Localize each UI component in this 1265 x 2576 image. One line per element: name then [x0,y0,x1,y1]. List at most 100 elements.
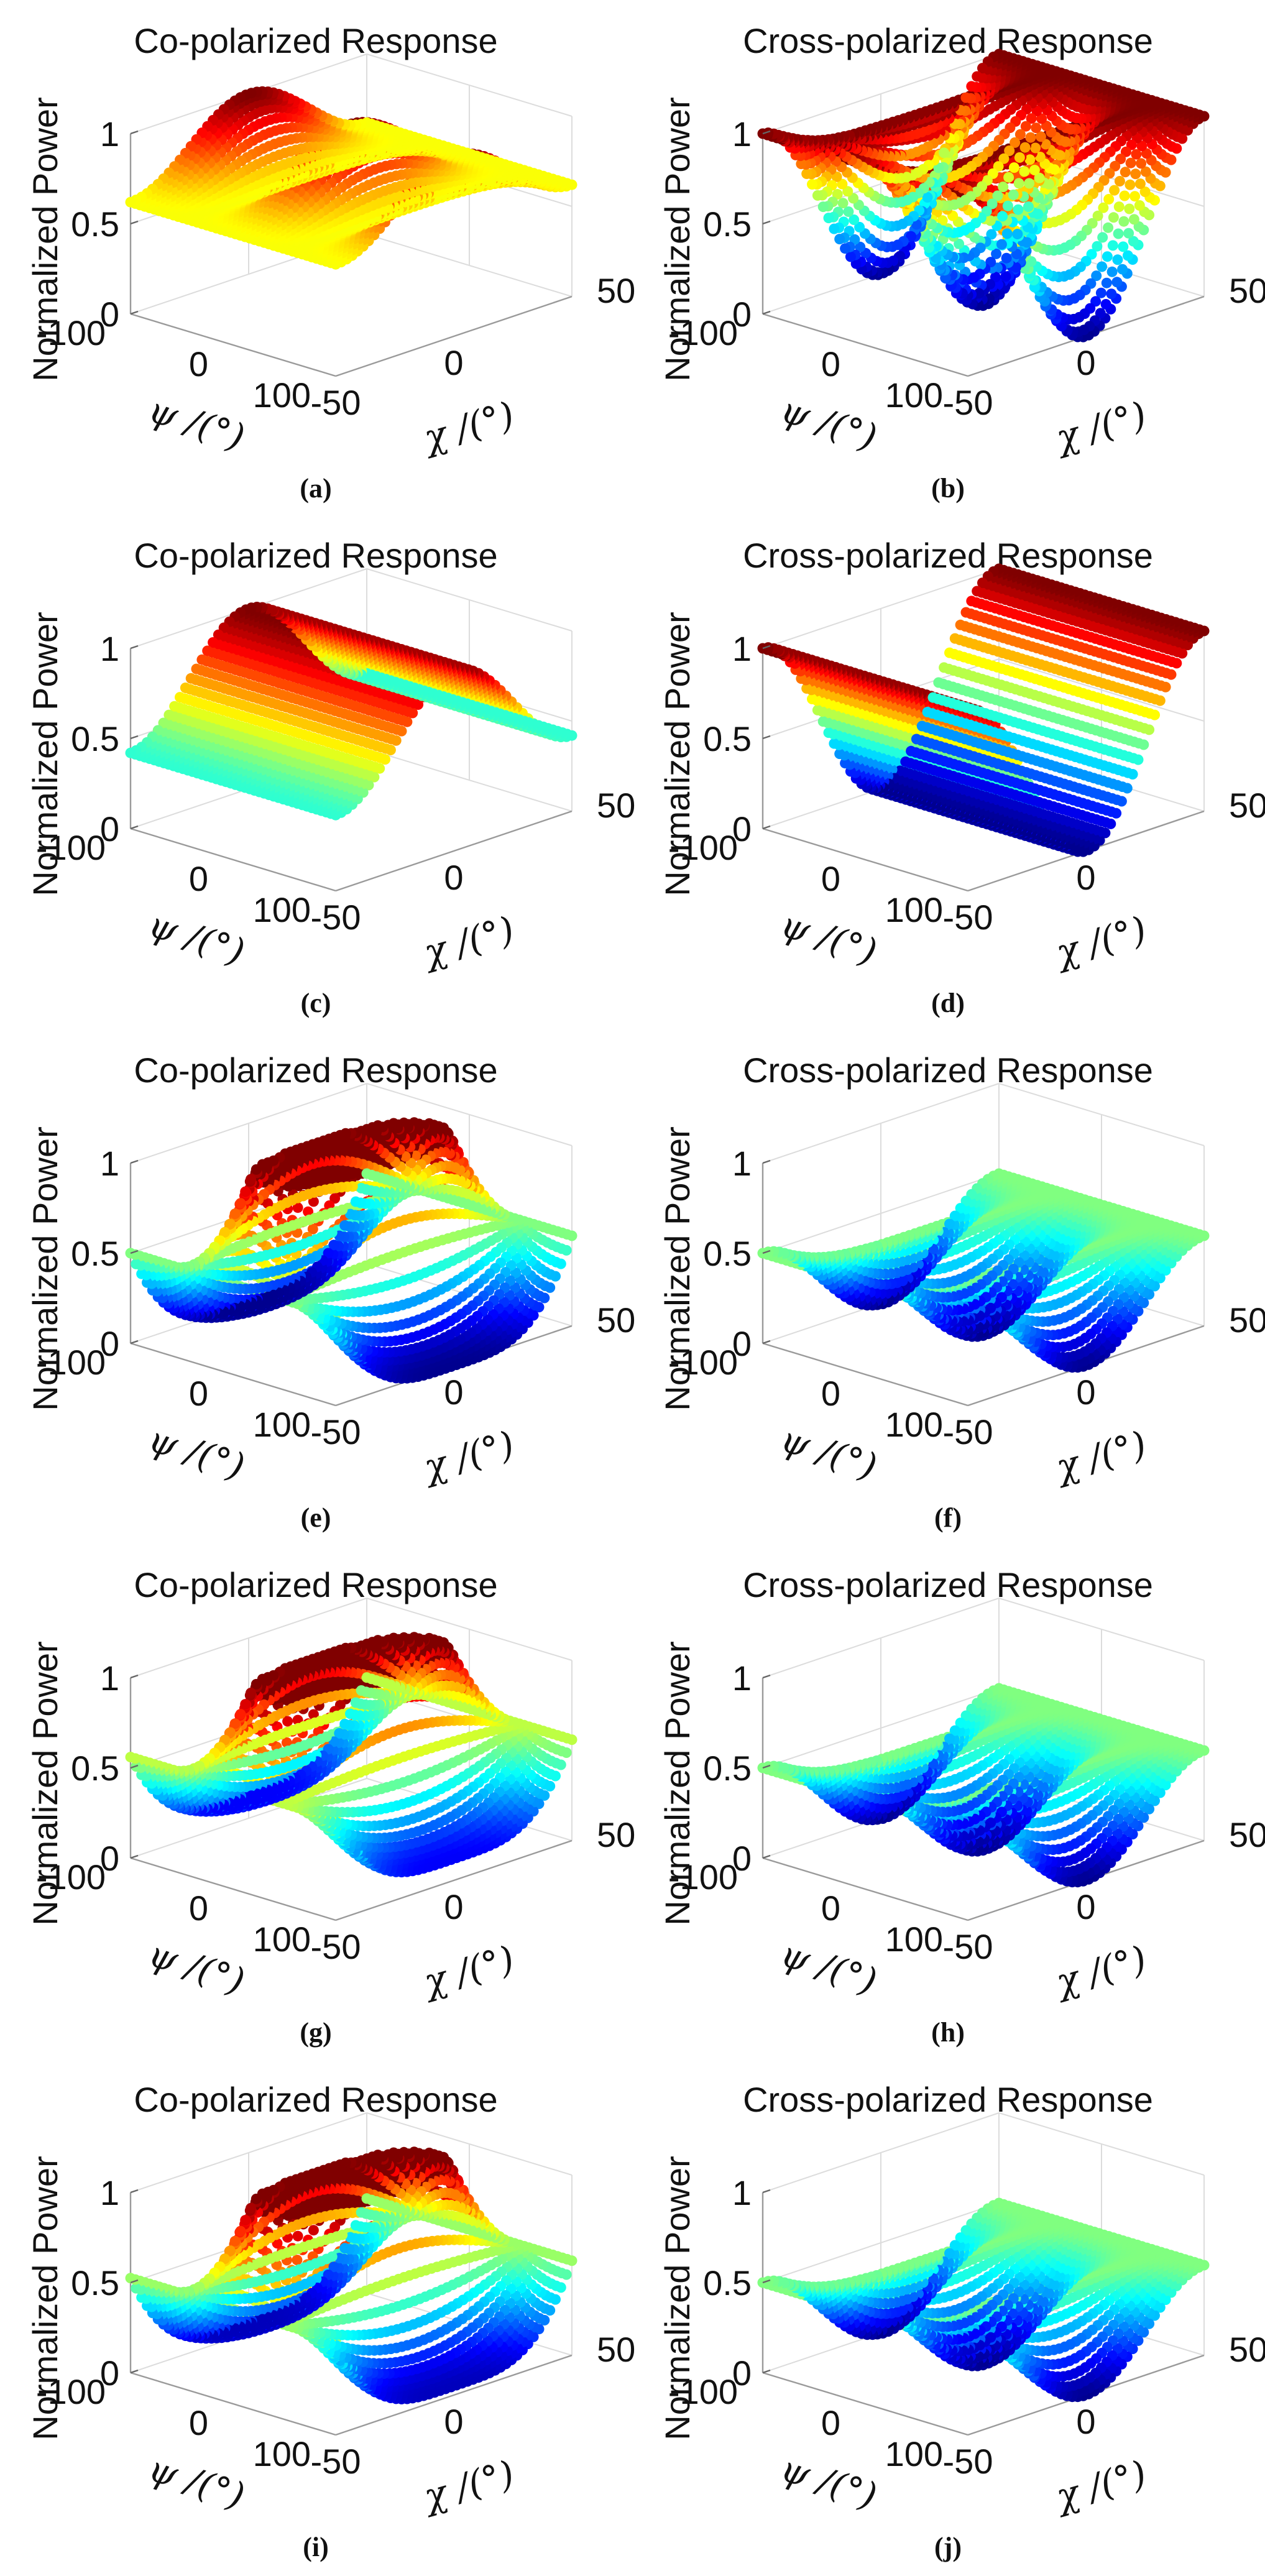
chi-tick-label: 50 [1229,271,1265,310]
surface-point [972,71,983,82]
psi-tick-label: 100 [253,375,311,415]
z-tick-label: 1 [732,114,752,154]
surface-point [1014,129,1026,140]
z-axis-label: Normalized Power [658,97,697,382]
surface-point [987,198,998,209]
z-tick-label: 1 [100,114,119,154]
chi-axis [335,810,573,892]
psi-tick-label: 0 [189,344,208,384]
surface-point [1008,189,1019,200]
surface-point [996,239,1007,250]
surface-point [842,186,853,197]
surface-point [960,92,972,103]
surface-point [837,198,849,209]
surface-point [1125,157,1136,168]
surface-point [922,192,933,203]
surface-point [998,182,1009,193]
chart-title: Cross-polarized Response [743,21,1153,60]
surface-point [1125,179,1136,190]
surface-point [1110,160,1121,172]
psi-axis-label: ψ /(°) [144,388,250,458]
surface [757,48,1210,343]
z-tick-label: 0 [100,295,119,334]
surface-point [1107,240,1118,251]
surface-point [840,243,851,254]
psi-tick-label: 100 [885,375,943,415]
surface-point [1100,299,1111,310]
surface-point [993,161,1004,172]
surface-point [937,215,948,226]
surface-point [939,147,950,159]
psi-tick-label: -100 [668,313,738,352]
surface-point [1117,264,1128,275]
surface-point [1030,142,1041,154]
surface-point [1036,113,1047,124]
surface-point [1023,201,1034,212]
surface-point [990,272,1001,283]
surface-point [1019,142,1031,153]
surface-point [1024,154,1036,165]
psi-axis [130,313,336,377]
surface [125,602,577,821]
surface-point [1130,168,1141,180]
surface-point [1113,201,1125,213]
surface-point [1010,137,1021,148]
surface-point [1141,148,1152,159]
surface-point [1120,167,1131,178]
chi-axis-label: χ /(°) [1049,393,1151,460]
panel-b: Cross-polarized Response 0 0.5 1 Normalized … [632,0,1265,515]
surface-point [1008,162,1019,173]
z-tick-mark [130,310,139,315]
surface-point [1131,149,1142,160]
chi-tick-label: 0 [444,343,463,382]
surface-point [849,214,860,225]
panel-a: Co-polarized Response 0 0.5 1 Normalized Pow… [0,0,635,515]
panel-caption: (b) [931,473,965,504]
surface-point [1101,277,1112,288]
surface-point [1103,194,1115,205]
surface-point [1122,250,1133,261]
z-tick-mark [130,220,139,225]
surface-point [1112,254,1123,265]
chi-tick-label: 0 [1076,343,1095,382]
surface-point [1025,132,1036,143]
z-tick-label: 0 [732,295,752,334]
surface-point [843,206,854,217]
chart-title: Co-polarized Response [134,21,497,60]
surface-point [1035,131,1046,142]
chart-title: Co-polarized Response [134,536,497,575]
surface-point [1029,165,1040,176]
surface-point [986,229,997,240]
surface-point [801,168,812,179]
chi-tick-label: 50 [597,271,635,310]
surface-point [1034,152,1046,162]
surface-point [812,190,823,201]
surface-point [1134,200,1145,211]
z-tick-mark [762,130,771,135]
surface-point [1098,202,1109,213]
surface-point [1014,152,1025,163]
psi-axis [762,313,968,377]
surface-point [796,159,807,170]
surface-point [1031,122,1042,134]
surface-point [855,241,866,252]
surface-point [1136,158,1147,169]
surface-point [1092,210,1103,221]
surface-point [807,179,817,190]
chi-tick-label: -50 [311,383,361,422]
surface-point [1013,204,1024,215]
surface-point [829,223,840,234]
surface-point [966,81,977,92]
panel-caption: (a) [300,473,331,504]
surface-point [1001,252,1012,264]
surface-point [1109,185,1120,196]
z-tick-mark [130,130,139,135]
surface-point [1106,288,1117,300]
panel-c: Co-polarized Response 0 0.5 1 Normalized Pow… [0,515,635,1029]
surface-point [1004,145,1015,156]
surface-point [1128,236,1139,247]
surface-point [991,248,1002,259]
psi-axis [130,827,336,892]
